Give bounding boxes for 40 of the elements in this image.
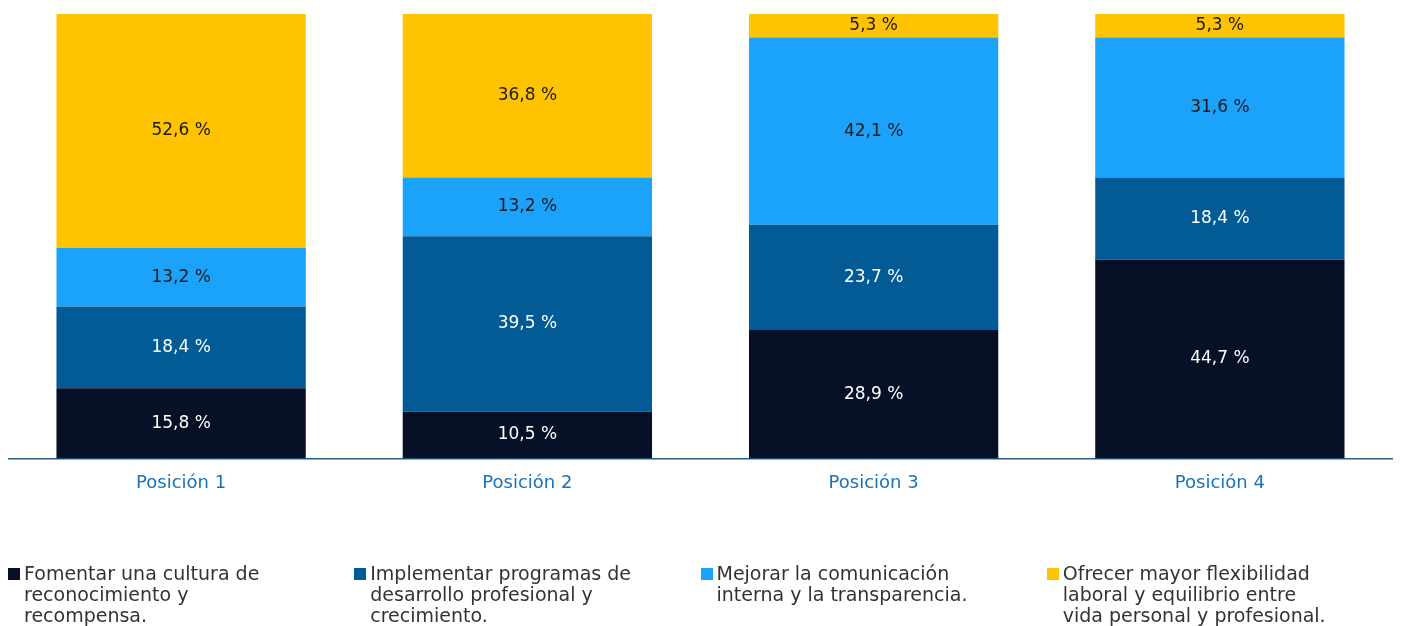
- bar: [402, 177, 653, 237]
- legend-label: Implementar programas de desarrollo profesional y crecimiento.: [370, 562, 632, 626]
- bar: [748, 37, 999, 225]
- bar: [402, 14, 653, 178]
- legend-label: Ofrecer mayor flexibilidad laboral y equilibrio entre vida personal y profesional.: [1062, 562, 1327, 626]
- data-label: 15,8 %: [151, 411, 211, 432]
- data-label: 5,3 %: [849, 14, 898, 35]
- data-label: 23,7 %: [843, 265, 904, 286]
- data-label: 31,6 %: [1190, 96, 1250, 117]
- bar: [56, 306, 306, 389]
- bar: [56, 14, 306, 248]
- data-label: 39,5 %: [497, 312, 558, 333]
- bar: [748, 329, 999, 459]
- bar: [402, 236, 653, 412]
- data-label: 10,5 %: [497, 423, 558, 444]
- legend-label: Fomentar una cultura de reconocimiento y recompensa.: [24, 562, 261, 626]
- bar: [748, 14, 999, 38]
- x-tick-label: Posición 3: [828, 470, 919, 492]
- x-tick-label: Posición 1: [136, 470, 227, 492]
- data-label: 5,3 %: [1195, 14, 1245, 35]
- bar: [1095, 14, 1345, 38]
- data-label: 36,8 %: [497, 84, 558, 105]
- data-label: 52,6 %: [151, 119, 211, 140]
- data-label: 13,2 %: [497, 195, 558, 216]
- data-label: 28,9 %: [843, 382, 904, 403]
- bar: [748, 224, 999, 330]
- bar: [402, 411, 653, 459]
- bar: [56, 247, 306, 307]
- data-label: 18,4 %: [1190, 207, 1250, 228]
- x-tick-label: Posición 2: [482, 470, 573, 492]
- legend-label: Mejorar la comunicación interna y la transparencia.: [716, 562, 969, 605]
- data-label: 13,2 %: [151, 265, 211, 286]
- bar: [1095, 259, 1345, 459]
- data-label: 44,7 %: [1190, 347, 1250, 368]
- x-tick-label: Posición 4: [1174, 470, 1265, 492]
- bar: [1095, 177, 1345, 260]
- data-label: 18,4 %: [151, 335, 211, 356]
- bar: [56, 388, 306, 459]
- data-label: 42,1 %: [843, 119, 904, 140]
- bar: [1095, 37, 1345, 178]
